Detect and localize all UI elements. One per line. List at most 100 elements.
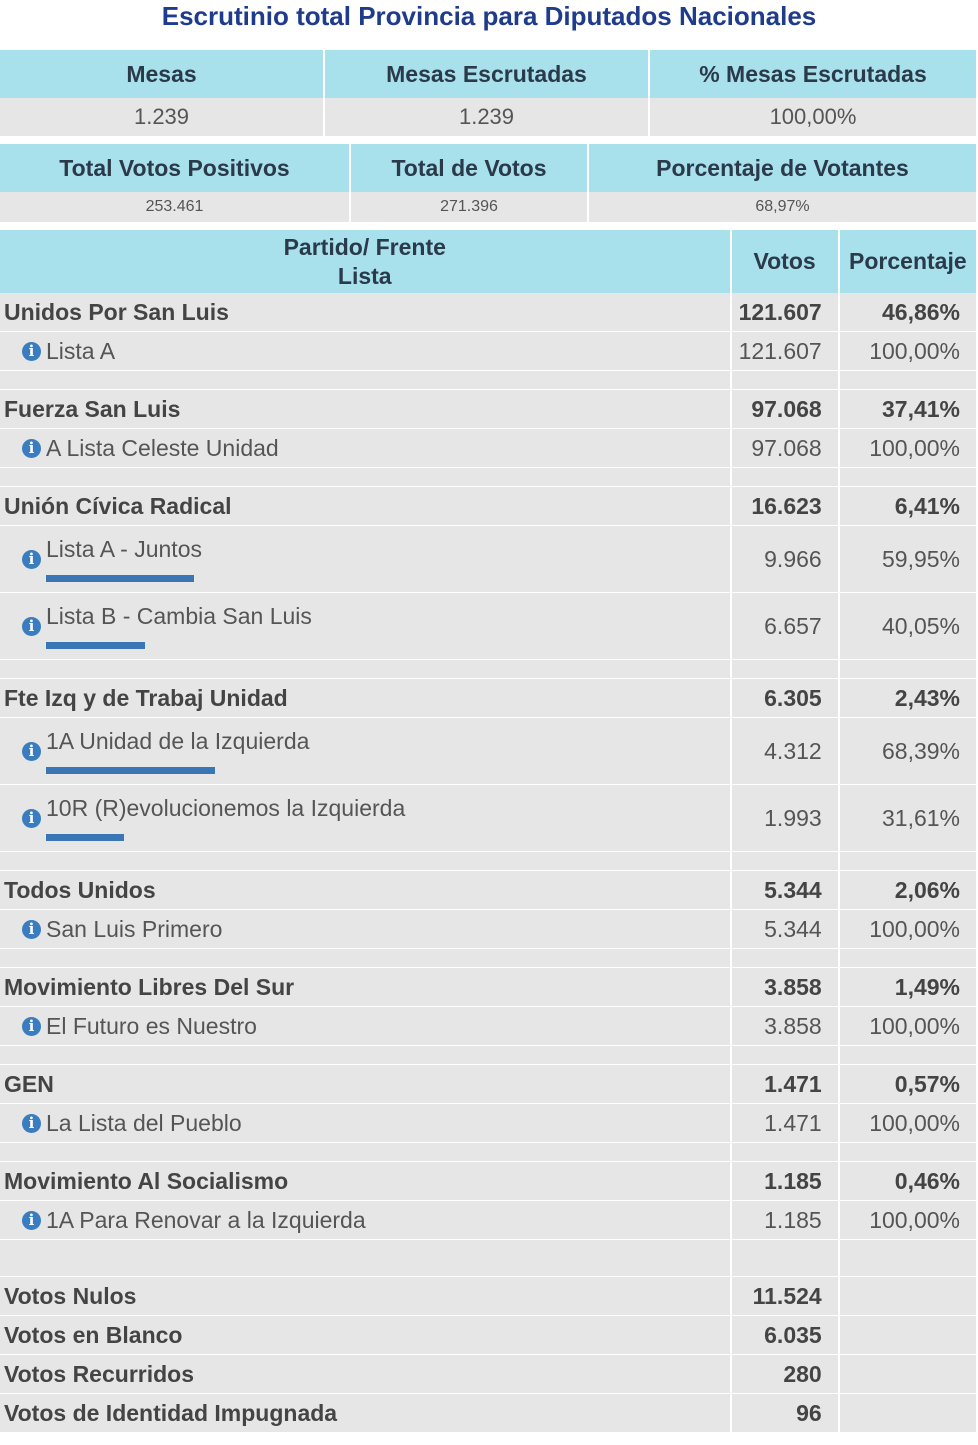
party-name: Unidos Por San Luis [0,293,730,332]
list-percent: 100,00% [839,910,976,949]
list-percent: 100,00% [839,429,976,468]
party-name: Unión Cívica Radical [0,487,730,526]
party-percent: 0,57% [839,1065,976,1104]
list-name-cell: i Lista A - Juntos [0,526,730,593]
list-row: i Lista A 121.607 100,00% [0,332,976,371]
list-share-bar [46,641,145,649]
party-percent: 2,06% [839,871,976,910]
summary-header-mesas: Mesas [0,50,323,98]
list-votes: 1.185 [731,1201,838,1240]
party-name: GEN [0,1065,730,1104]
list-votes: 1.993 [731,785,838,852]
summary-header-positivos: Total Votos Positivos [0,144,349,192]
party-votes: 5.344 [731,871,838,910]
list-row: i 10R (R)evolucionemos la Izquierda 1.993 3… [0,785,976,852]
list-votes: 5.344 [731,910,838,949]
party-row: Unidos Por San Luis 121.607 46,86% [0,293,976,332]
list-row: i El Futuro es Nuestro 3.858 100,00% [0,1007,976,1046]
party-votes: 97.068 [731,390,838,429]
list-name: 1A Unidad de la Izquierda [46,727,310,754]
list-percent: 100,00% [839,1104,976,1143]
other-votes-name: Votos Nulos [0,1277,730,1316]
party-name: Fte Izq y de Trabaj Unidad [0,679,730,718]
list-name: San Luis Primero [46,915,223,942]
party-row: Todos Unidos 5.344 2,06% [0,871,976,910]
party-votes: 1.185 [731,1162,838,1201]
list-votes: 3.858 [731,1007,838,1046]
list-votes: 1.471 [731,1104,838,1143]
list-votes: 121.607 [731,332,838,371]
list-share-bar [46,833,124,841]
info-icon[interactable]: i [22,616,41,636]
other-votes-row: Votos de Identidad Impugnada 96 [0,1394,976,1433]
list-share-bar [46,574,194,582]
info-icon[interactable]: i [22,438,41,458]
list-row: i San Luis Primero 5.344 100,00% [0,910,976,949]
spacer-row [0,1046,976,1065]
party-row: GEN 1.471 0,57% [0,1065,976,1104]
info-icon[interactable]: i [22,741,41,761]
list-name: A Lista Celeste Unidad [46,434,279,461]
list-name: Lista A [46,337,116,364]
summary-value-mesas: 1.239 [0,98,323,136]
info-icon[interactable]: i [22,1016,41,1036]
list-row: i La Lista del Pueblo 1.471 100,00% [0,1104,976,1143]
list-row: i Lista B - Cambia San Luis 6.657 40,05% [0,593,976,660]
summary-header-mesas-escrutadas: Mesas Escrutadas [325,50,648,98]
list-percent: 59,95% [839,526,976,593]
info-icon[interactable]: i [22,919,41,939]
summary-table-votos: Total Votos Positivos Total de Votos Por… [0,144,978,222]
spacer-row [0,949,976,968]
list-votes: 6.657 [731,593,838,660]
info-icon[interactable]: i [22,341,41,361]
list-row: i 1A Unidad de la Izquierda 4.312 68,39% [0,718,976,785]
list-name: Lista B - Cambia San Luis [46,602,312,629]
party-name: Movimiento Al Socialismo [0,1162,730,1201]
other-votes-row: Votos Nulos 11.524 [0,1277,976,1316]
list-name: La Lista del Pueblo [46,1109,242,1136]
summary-table-mesas: Mesas Mesas Escrutadas % Mesas Escrutada… [0,50,978,136]
list-votes: 97.068 [731,429,838,468]
info-icon[interactable]: i [22,1113,41,1133]
info-icon[interactable]: i [22,1210,41,1230]
other-votes-count: 96 [731,1394,838,1433]
summary-header-total-votos: Total de Votos [351,144,587,192]
list-name: Lista A - Juntos [46,535,202,562]
list-name-cell: i El Futuro es Nuestro [0,1007,730,1046]
party-percent: 0,46% [839,1162,976,1201]
list-name-cell: i San Luis Primero [0,910,730,949]
party-percent: 2,43% [839,679,976,718]
other-votes-count: 6.035 [731,1316,838,1355]
party-percent: 1,49% [839,968,976,1007]
info-icon[interactable]: i [22,549,41,569]
list-percent: 100,00% [839,332,976,371]
summary-value-total-votos: 271.396 [351,192,587,222]
spacer-row [0,1240,976,1277]
list-name-cell: i Lista B - Cambia San Luis [0,593,730,660]
spacer-row [0,852,976,871]
summary-value-mesas-escrutadas: 1.239 [325,98,648,136]
list-percent: 68,39% [839,718,976,785]
list-name-cell: i 10R (R)evolucionemos la Izquierda [0,785,730,852]
list-row: i 1A Para Renovar a la Izquierda 1.185 100,… [0,1201,976,1240]
party-row: Movimiento Libres Del Sur 3.858 1,49% [0,968,976,1007]
list-name-cell: i Lista A [0,332,730,371]
list-row: i Lista A - Juntos 9.966 59,95% [0,526,976,593]
other-votes-row: Votos Recurridos 280 [0,1355,976,1394]
list-votes: 4.312 [731,718,838,785]
header-percent: Porcentaje [839,230,976,293]
header-party: Partido/ Frente Lista [0,230,730,293]
summary-header-pct-mesas: % Mesas Escrutadas [650,50,976,98]
spacer-row [0,371,976,390]
list-name-cell: i La Lista del Pueblo [0,1104,730,1143]
summary-value-pct-mesas: 100,00% [650,98,976,136]
info-icon[interactable]: i [22,808,41,828]
list-percent: 100,00% [839,1007,976,1046]
list-votes: 9.966 [731,526,838,593]
summary-value-pct-votantes: 68,97% [589,192,976,222]
party-percent: 37,41% [839,390,976,429]
list-share-bar [46,766,215,774]
party-votes: 6.305 [731,679,838,718]
